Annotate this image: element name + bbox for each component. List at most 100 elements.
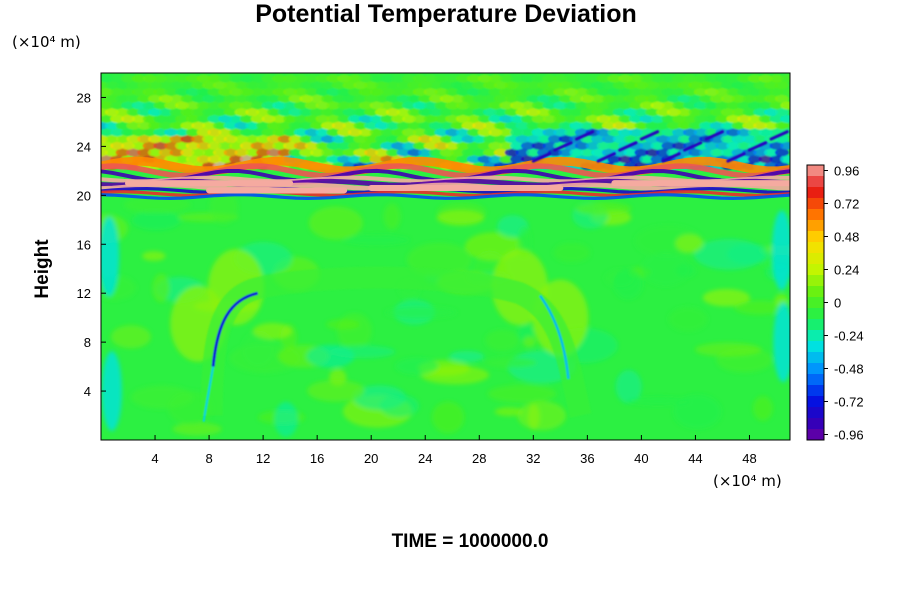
wave-cell	[169, 135, 184, 144]
dome-boundary	[200, 266, 592, 422]
wave-cell	[288, 81, 303, 90]
field-patch	[626, 397, 690, 406]
wave-cell	[618, 114, 633, 123]
wave-cell	[488, 141, 503, 150]
wave-cell	[423, 101, 438, 110]
wave-cell	[250, 114, 265, 123]
wave-cell	[272, 141, 287, 150]
field-patch	[431, 401, 465, 434]
wave-cell	[672, 141, 687, 150]
wave-cell	[288, 121, 303, 130]
wave-cell	[396, 148, 411, 157]
wave-cell	[429, 108, 444, 117]
wave-cell	[429, 121, 444, 130]
wave-cell	[623, 148, 638, 157]
wave-cell	[715, 87, 730, 96]
colorbar-segment	[807, 165, 824, 177]
wave-cell	[715, 114, 730, 123]
field-patch	[487, 384, 557, 403]
wave-cell	[353, 94, 368, 103]
wave-cell	[461, 148, 476, 157]
wave-cell	[591, 148, 606, 157]
wave-cell	[304, 87, 319, 96]
wave-cell	[596, 128, 611, 137]
wave-cell	[688, 121, 703, 130]
wave-cell	[369, 114, 384, 123]
wave-cell	[218, 74, 233, 83]
wave-cell	[672, 87, 687, 96]
field-patch	[343, 235, 410, 246]
wave-cell	[218, 114, 233, 123]
wave-cell	[504, 121, 519, 130]
wave-cell	[396, 108, 411, 117]
x-tick-label: 28	[472, 451, 486, 466]
wave-cell	[369, 128, 384, 137]
time-label: TIME = 1000000.0	[391, 531, 549, 552]
wave-cell	[364, 121, 379, 130]
wave-cell	[758, 74, 773, 83]
wave-cell	[347, 128, 362, 137]
wave-cell	[612, 81, 627, 90]
wave-cell	[223, 108, 238, 117]
colorbar-segment	[807, 198, 824, 210]
wave-cell	[272, 74, 287, 83]
wave-cell	[191, 135, 206, 144]
wave-cell	[304, 141, 319, 150]
wave-cell	[628, 128, 643, 137]
eddy-streak	[726, 152, 746, 163]
wave-cell	[493, 81, 508, 90]
wave-cell	[737, 114, 752, 123]
wave-cell	[304, 128, 319, 137]
wave-cell	[742, 81, 757, 90]
wave-cell	[364, 108, 379, 117]
wave-cell	[223, 94, 238, 103]
wave-cell	[142, 101, 157, 110]
wave-cell	[358, 74, 373, 83]
wave-cell	[358, 114, 373, 123]
wave-cell	[639, 114, 654, 123]
edge-patch	[771, 210, 790, 291]
wave-cell	[277, 148, 292, 157]
wave-cell	[412, 87, 427, 96]
wave-cell	[737, 155, 752, 164]
wave-cell	[774, 108, 789, 117]
wave-cell	[196, 87, 211, 96]
wave-cell	[450, 121, 465, 130]
wave-cell	[337, 114, 352, 123]
wave-cell	[299, 108, 314, 117]
wave-cell	[402, 128, 417, 137]
wave-cell	[180, 94, 195, 103]
wave-cell	[499, 155, 514, 164]
wave-cell	[234, 108, 249, 117]
wave-cell	[466, 87, 481, 96]
wave-cell	[515, 108, 530, 117]
wave-cell	[342, 121, 357, 130]
wave-cell	[569, 108, 584, 117]
wave-cell	[104, 81, 119, 90]
wave-cell	[591, 94, 606, 103]
wave-cell	[758, 114, 773, 123]
wave-cell	[142, 114, 157, 123]
wave-cell	[121, 101, 136, 110]
wave-cell	[774, 121, 789, 130]
wave-cell	[753, 81, 768, 90]
wave-cell	[596, 74, 611, 83]
wave-cell	[564, 101, 579, 110]
wave-cell	[326, 155, 341, 164]
wave-cell	[737, 87, 752, 96]
wave-cell	[131, 141, 146, 150]
wave-cell	[769, 87, 784, 96]
colorbar-label: -0.72	[834, 395, 864, 410]
wave-cell	[347, 74, 362, 83]
wave-cell	[623, 108, 638, 117]
wave-cell	[450, 108, 465, 117]
field-patch	[484, 357, 537, 369]
wave-cell	[585, 101, 600, 110]
plot-frame	[100, 72, 791, 441]
wave-cell	[510, 114, 525, 123]
wave-cell	[299, 121, 314, 130]
field-patch	[575, 202, 632, 216]
wave-cell	[434, 101, 449, 110]
wave-cell	[531, 114, 546, 123]
y-axis-ticks: 4 8 12 16 20 24 28	[77, 90, 106, 399]
